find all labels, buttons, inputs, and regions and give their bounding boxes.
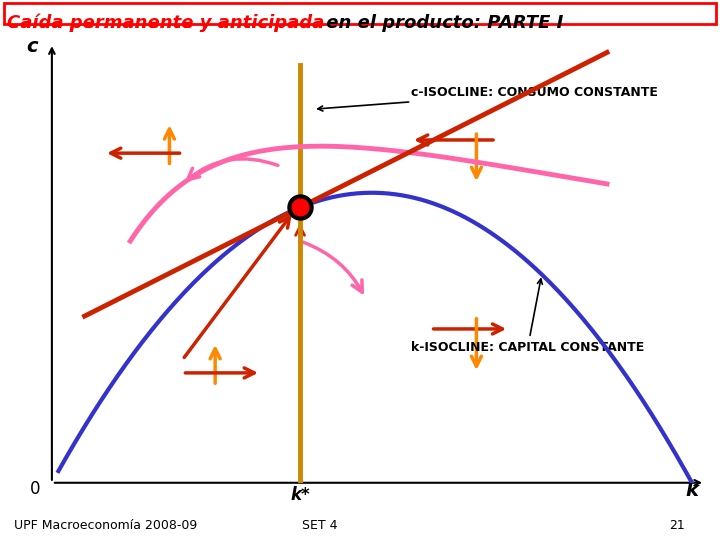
Text: en el producto: PARTE I: en el producto: PARTE I: [320, 14, 564, 31]
Text: 0: 0: [30, 480, 41, 498]
Text: Caída permanente y anticipada: Caída permanente y anticipada: [7, 14, 325, 32]
Text: 21: 21: [670, 519, 685, 532]
Text: SET 4: SET 4: [302, 519, 338, 532]
Text: k: k: [685, 481, 698, 500]
Text: Caída permanente y anticipada: Caída permanente y anticipada: [7, 14, 325, 32]
Text: k*: k*: [290, 487, 310, 504]
Text: Caída permanente y anticipada en el producto: PARTE I: Caída permanente y anticipada en el prod…: [7, 14, 565, 32]
Text: k-ISOCLINE: CAPITAL CONSTANTE: k-ISOCLINE: CAPITAL CONSTANTE: [411, 279, 644, 354]
Text: c-ISOCLINE: CONSUMO CONSTANTE: c-ISOCLINE: CONSUMO CONSTANTE: [318, 86, 658, 111]
Text: UPF Macroeconomía 2008-09: UPF Macroeconomía 2008-09: [14, 519, 198, 532]
Text: c: c: [27, 37, 38, 56]
